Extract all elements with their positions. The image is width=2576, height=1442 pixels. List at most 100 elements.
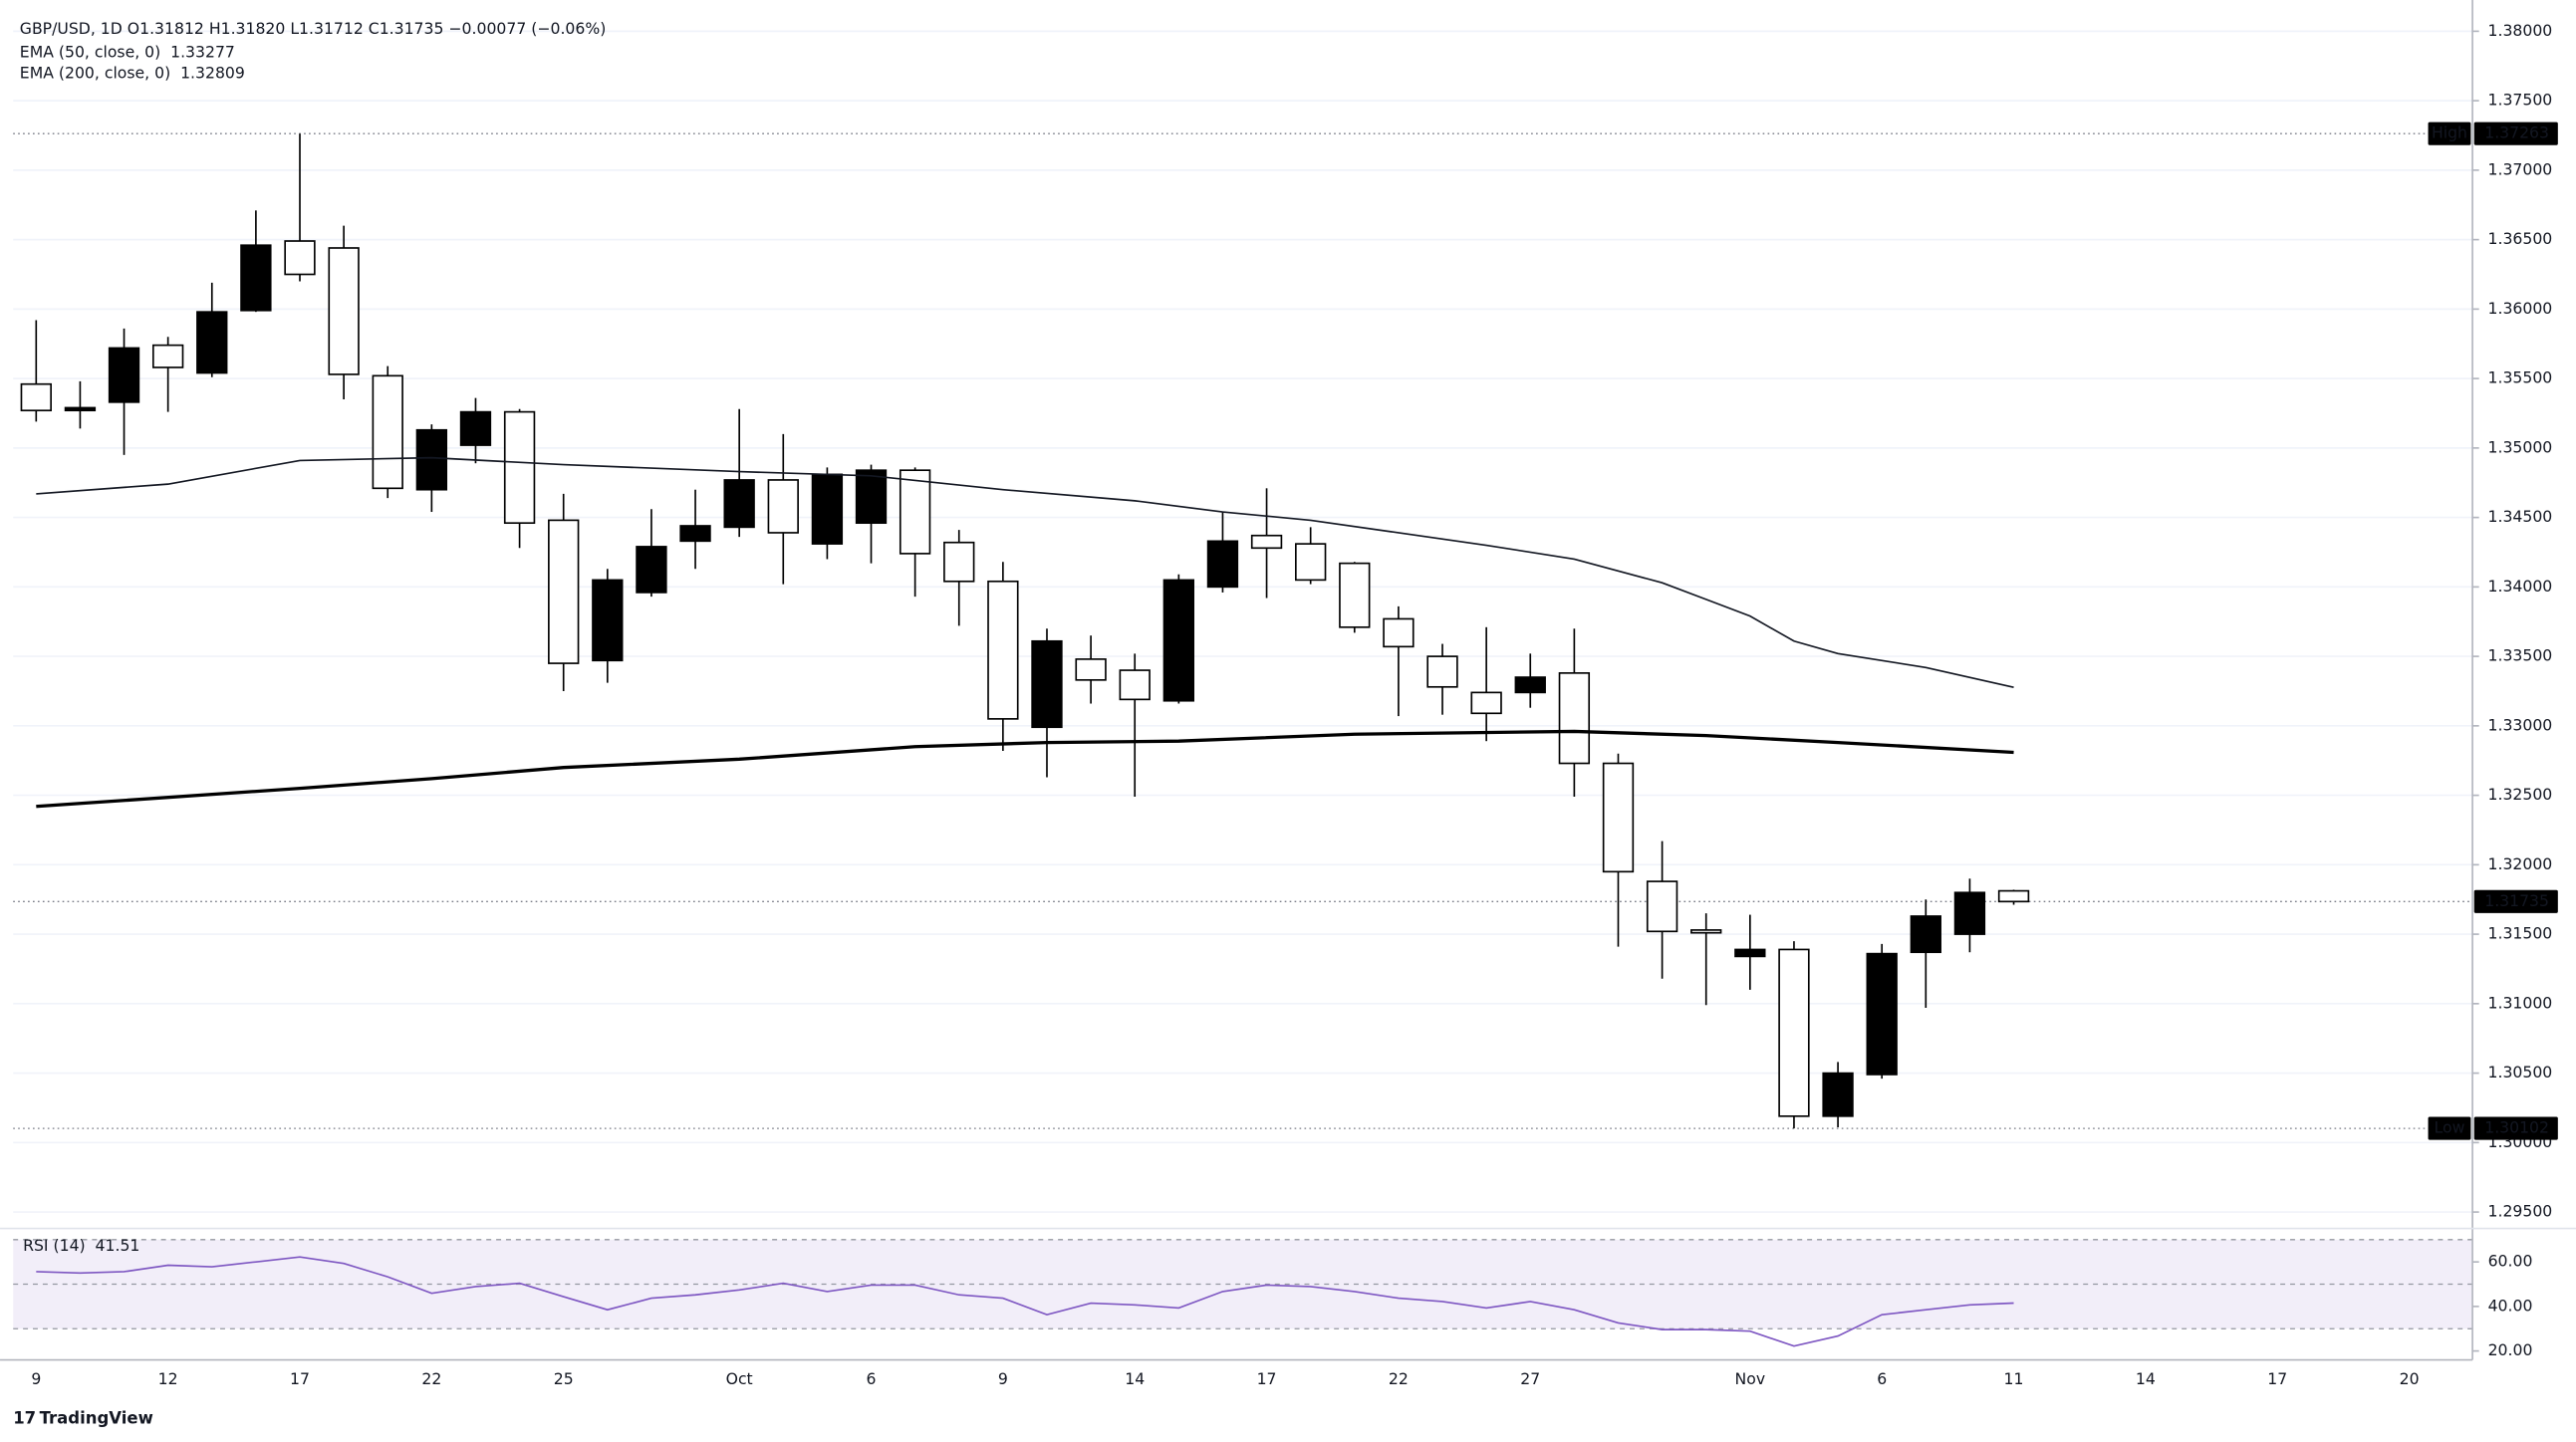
x-tick-label: 22 [421, 1369, 441, 1388]
candle-body [1997, 889, 2030, 903]
brand-logo: 𝟭𝟳 [13, 1408, 36, 1427]
candle-body [196, 311, 228, 374]
candle-body [1910, 915, 1941, 954]
candle-body [1514, 676, 1546, 694]
candle-body [1866, 952, 1898, 1076]
candle-body [899, 469, 931, 555]
candle-body [1075, 658, 1107, 681]
high-word-tag [2428, 121, 2471, 145]
y-tick-label: 1.36000 [2488, 299, 2553, 318]
low-word: Low [2435, 1118, 2465, 1137]
x-tick-label: 17 [2267, 1369, 2287, 1388]
candle-body [151, 344, 184, 368]
candle-body [767, 479, 799, 534]
x-tick-label: 27 [1520, 1369, 1540, 1388]
y-tick-label: 60.00 [2488, 1252, 2533, 1271]
y-tick-label: 1.33000 [2488, 715, 2553, 734]
y-tick-label: 1.33500 [2488, 646, 2553, 665]
candle-body [1470, 691, 1502, 715]
candle-body [372, 374, 403, 490]
x-tick-label: 17 [1257, 1369, 1277, 1388]
high-tag [2473, 121, 2558, 145]
ema-line [36, 729, 2014, 809]
y-tick-label: 1.30500 [2488, 1063, 2553, 1082]
candle-body [1383, 617, 1415, 648]
candle-body [943, 541, 975, 583]
y-tick-label: 1.37000 [2488, 159, 2553, 178]
y-tick-label: 1.32500 [2488, 785, 2553, 804]
candle-body [328, 247, 360, 375]
candle-body [548, 519, 580, 664]
ema50-legend: EMA (50, close, 0) [20, 42, 160, 61]
ema200-legend: EMA (200, close, 0) [20, 64, 170, 83]
x-tick-label: Nov [1735, 1369, 1766, 1388]
rsi-band [13, 1239, 2473, 1329]
rsi-legend: RSI (14) [23, 1236, 86, 1255]
candle-body [592, 579, 624, 662]
candle-body [1690, 929, 1722, 934]
candle-body [1558, 672, 1591, 765]
candle-body [459, 410, 492, 446]
y-tick-label: 20.00 [2488, 1340, 2533, 1359]
ema-line [36, 456, 2014, 689]
candle-body [1339, 562, 1371, 628]
x-tick-label: 22 [1389, 1369, 1409, 1388]
candle-body [240, 244, 272, 312]
y-tick-label: 1.31500 [2488, 924, 2553, 943]
x-tick-label: 9 [998, 1369, 1008, 1388]
brand: TradingView [40, 1408, 153, 1427]
y-tick-label: 1.35500 [2488, 368, 2553, 387]
y-tick-label: 1.31000 [2488, 993, 2553, 1012]
x-tick-label: 14 [2136, 1369, 2156, 1388]
candle-body [1250, 534, 1283, 550]
candle-body [1295, 543, 1327, 582]
x-tick-label: 6 [867, 1369, 877, 1388]
candle-body [20, 382, 52, 412]
x-tick-label: 20 [2400, 1369, 2420, 1388]
x-tick-label: 9 [31, 1369, 41, 1388]
marks [20, 133, 2030, 1347]
legend-value: 41.51 [96, 1236, 140, 1255]
candle-body [503, 410, 536, 525]
labels: 1.295001.300001.305001.310001.315001.320… [31, 21, 2558, 1388]
x-tick-label: 17 [290, 1369, 310, 1388]
y-tick-label: 1.37500 [2488, 91, 2553, 110]
candle-body [1206, 540, 1239, 589]
y-tick-label: 1.36500 [2488, 229, 2553, 248]
high-value: 1.37263 [2484, 123, 2549, 142]
candle-body [1031, 639, 1063, 729]
candle-body [1778, 948, 1810, 1117]
candle-body [636, 546, 667, 594]
candle-body [415, 428, 448, 491]
y-tick-label: 40.00 [2488, 1296, 2533, 1315]
low-tag [2473, 1116, 2558, 1140]
candle-body [1426, 655, 1458, 688]
candle-body [1602, 762, 1635, 873]
y-tick-label: 1.35000 [2488, 437, 2553, 456]
candle-body [1119, 669, 1151, 701]
x-tick-label: 12 [158, 1369, 178, 1388]
x-tick-label: 11 [2004, 1369, 2024, 1388]
candle-body [1162, 579, 1194, 702]
rsi-line [36, 1256, 2014, 1347]
candle-body [1646, 880, 1678, 933]
y-tick-label: 1.38000 [2488, 21, 2553, 40]
candle-body [855, 469, 888, 525]
x-tick-label: 14 [1125, 1369, 1145, 1388]
low-word-tag [2428, 1116, 2471, 1140]
y-tick-label: 1.34000 [2488, 577, 2553, 596]
last-price-tag [2473, 889, 2558, 913]
x-tick-label: 6 [1877, 1369, 1887, 1388]
candle-body [1734, 948, 1766, 958]
candle-body [811, 473, 844, 545]
candle-body [723, 479, 755, 529]
symbol-header: GBP/USD, 1D O1.31812 H1.31820 L1.31712 C… [20, 19, 607, 38]
x-tick-label: 25 [554, 1369, 574, 1388]
candle-body [679, 525, 711, 543]
legend-value: 1.33277 [170, 42, 235, 61]
last-price-value: 1.31735 [2484, 891, 2549, 910]
x-tick-label: Oct [726, 1369, 753, 1388]
